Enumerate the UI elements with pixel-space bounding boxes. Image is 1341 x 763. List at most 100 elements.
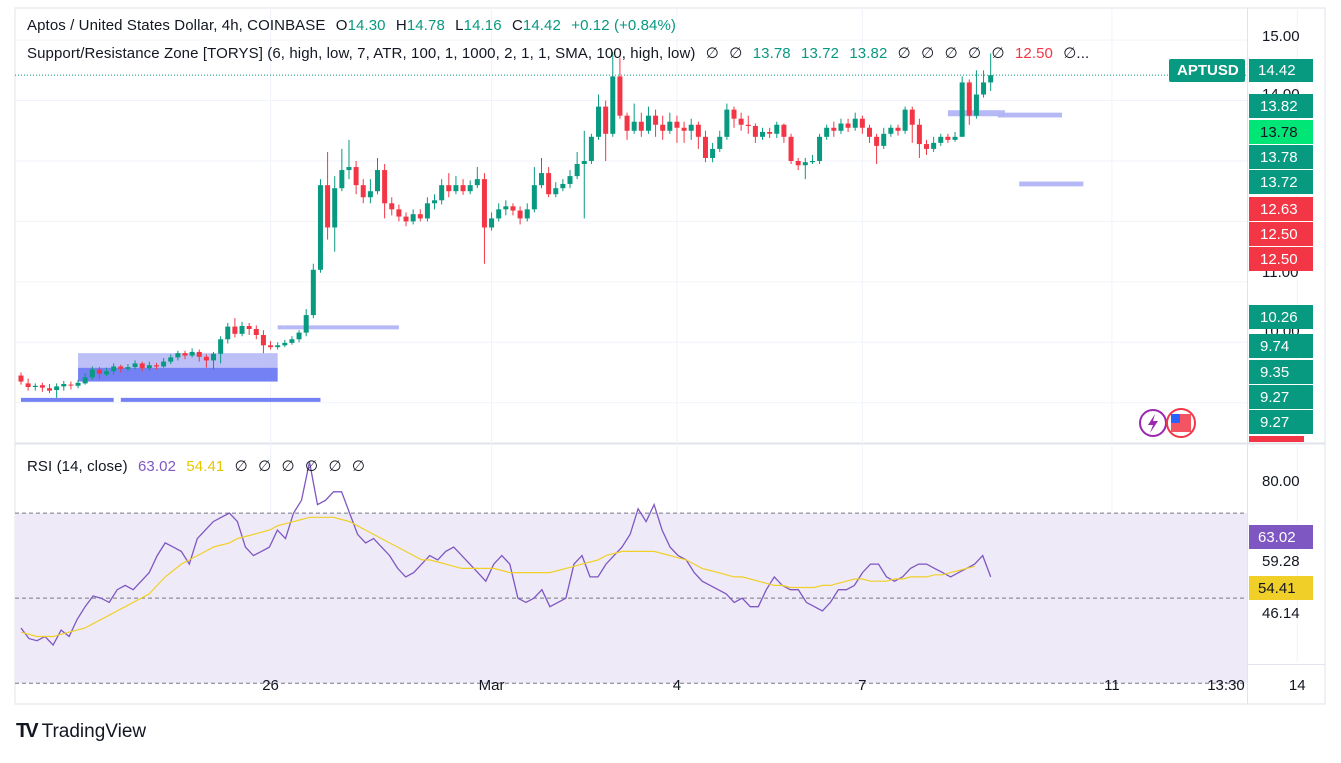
candle-body [588, 136, 594, 161]
candle-body [474, 179, 480, 186]
indicator-trailing: ∅... [1063, 45, 1090, 62]
candle-body [161, 361, 167, 367]
candles-layer [15, 52, 1247, 398]
level-badge-label: 13.78 [1260, 124, 1298, 141]
ohlc-open: O14.30 [335, 17, 386, 34]
candle-body [375, 170, 380, 192]
candle-body [874, 136, 880, 146]
level-badge [1249, 385, 1313, 409]
level-badge [1249, 94, 1313, 118]
indicator-null-0: ∅ [705, 45, 719, 62]
candle-body [560, 183, 566, 189]
candle-body [781, 124, 787, 137]
sr-zone [1019, 181, 1084, 187]
time-axis-label: 11 [1104, 677, 1120, 694]
flash-bolt-icon [1148, 414, 1158, 433]
sr-zone [78, 367, 278, 382]
candle-body [510, 206, 516, 211]
candle-body [18, 375, 24, 382]
candle-body [54, 386, 60, 391]
indicator-name[interactable]: Support/Resistance Zone [TORYS] (6, high… [27, 45, 696, 62]
candle-body [260, 335, 266, 346]
rsi-legend: RSI (14, close) 63.02 54.41 ∅ ∅ ∅ ∅ ∅ ∅ [27, 457, 371, 475]
candle-body [681, 127, 687, 131]
candle-body [981, 82, 987, 95]
candle-body [218, 339, 224, 354]
candle-body [410, 214, 416, 222]
indicator-null-4: ∅ [944, 45, 958, 62]
rsi-value: 63.02 [137, 458, 177, 475]
candle-body [253, 328, 259, 336]
candle-body [303, 315, 309, 333]
candle-body [774, 124, 780, 134]
axes-layer: 15.0014.0011.0010.0013.8213.7813.7813.72… [262, 28, 1313, 694]
candle-body [553, 188, 559, 195]
candle-body [653, 115, 659, 125]
candle-body [503, 206, 509, 210]
rsi-badge-label: 63.02 [1258, 529, 1296, 546]
candle-body [574, 164, 580, 177]
candle-body [938, 136, 944, 143]
candle-body [966, 82, 972, 116]
rsi-ma-line [20, 516, 975, 638]
candle-body [89, 369, 95, 378]
candle-body [617, 76, 623, 116]
level-badge-label: 9.27 [1260, 389, 1289, 406]
rsi-name[interactable]: RSI (14, close) [27, 458, 128, 475]
tradingview-logo[interactable]: TV TradingView [16, 720, 146, 743]
support-resistance-zones [21, 110, 1084, 402]
candle-body [631, 121, 637, 131]
level-badge [1249, 170, 1313, 194]
candle-body [239, 325, 245, 334]
candle-body [317, 185, 323, 270]
candle-body [325, 185, 331, 228]
candle-body [567, 176, 573, 184]
candle-body [339, 170, 345, 189]
candle-body [104, 371, 110, 375]
candle-body [517, 210, 523, 219]
candle-body [211, 353, 217, 361]
candle-body [973, 94, 979, 116]
candle-body [645, 115, 651, 131]
symbol-title[interactable]: Aptos / United States Dollar, 4h, COINBA… [27, 17, 326, 34]
candle-body [660, 124, 666, 131]
candle-body [895, 127, 901, 131]
candle-body [432, 200, 438, 204]
tradingview-mark-icon: TV [16, 720, 38, 742]
ohlc-low: L14.16 [455, 17, 502, 34]
candle-body [481, 179, 487, 228]
candle-body [767, 131, 773, 134]
candle-body [396, 209, 402, 217]
candle-body [460, 185, 466, 192]
candle-body [246, 325, 252, 329]
candle-body [888, 127, 894, 134]
candle-body [32, 385, 38, 388]
candle-body [809, 160, 815, 163]
candle-body [845, 123, 851, 128]
tradingview-wordmark: TradingView [41, 720, 147, 742]
rsi-line [20, 461, 992, 647]
rsi-null-0: ∅ [234, 458, 248, 475]
symbol-badge [1169, 59, 1245, 82]
candle-body [859, 118, 865, 128]
candle-body [360, 185, 366, 198]
candle-body [603, 106, 609, 134]
level-badge-label: 9.74 [1260, 338, 1289, 355]
candle-body [467, 185, 473, 192]
candle-body [139, 363, 145, 369]
candle-body [68, 384, 74, 386]
rsi-axis-tick: 46.14 [1262, 605, 1300, 622]
level-badge [1249, 145, 1313, 169]
indicator-legend: Support/Resistance Zone [TORYS] (6, high… [27, 44, 1095, 62]
candle-body [232, 326, 238, 334]
candle-body [945, 136, 951, 140]
candle-body [866, 127, 872, 137]
symbol-badge-label: APTUSD [1177, 62, 1239, 79]
rsi-axis-tick: 59.28 [1262, 553, 1300, 570]
ohlc-change: +0.12 (+0.84%) [571, 17, 677, 34]
candle-body [596, 106, 602, 137]
candle-body [446, 185, 452, 192]
rsi-axis-tick: 80.00 [1262, 473, 1300, 490]
level-badge-label: 12.63 [1260, 201, 1298, 218]
